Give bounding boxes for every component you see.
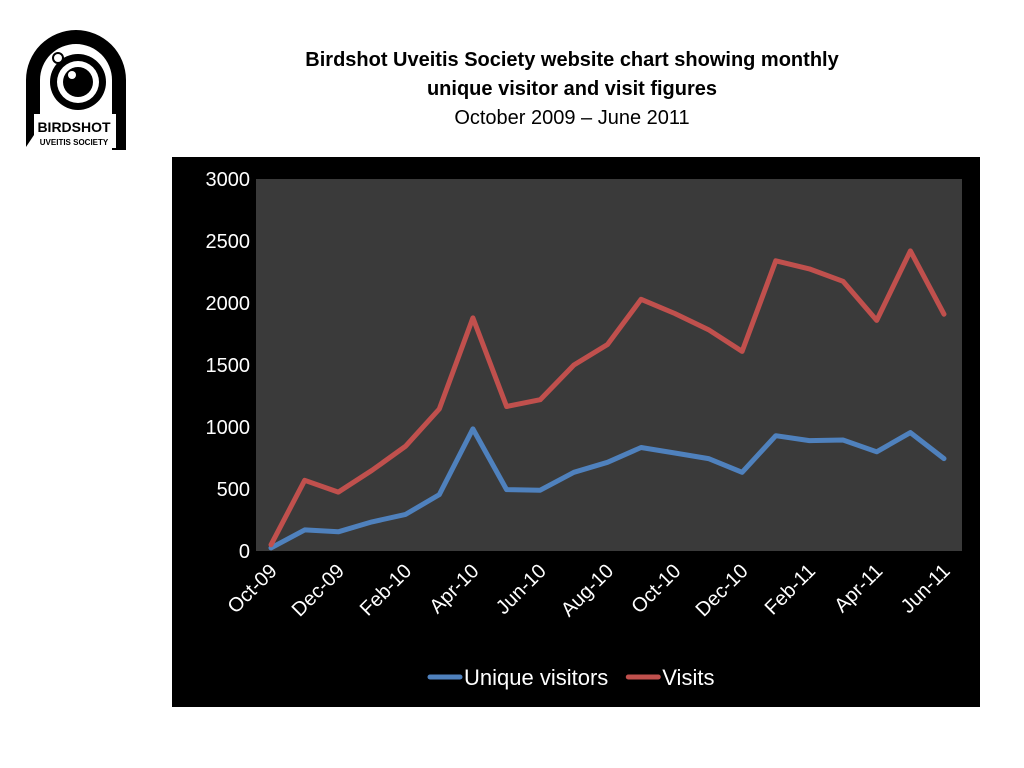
legend-label-visits: Visits [662,665,714,690]
logo-text-society: UVEITIS SOCIETY [40,138,109,147]
x-tick-label: Apr-10 [426,560,484,618]
series-lines [268,248,947,551]
y-tick-label: 1000 [206,417,251,439]
y-axis-ticks: 0 500 1000 1500 2000 2500 3000 [206,169,251,563]
x-tick-label: Oct-09 [224,560,282,618]
x-tick-label: Dec-10 [692,560,753,621]
plot-area [256,179,962,551]
x-tick-label: Jun-10 [492,560,551,619]
logo-text-birdshot: BIRDSHOT [37,119,111,135]
y-tick-label: 500 [217,479,250,501]
x-axis-ticks: Oct-09 Dec-09 Feb-10 Apr-10 Jun-10 Aug-10 Oct-… [224,560,955,621]
x-tick-label: Aug-10 [557,560,618,621]
y-tick-label: 2500 [206,231,251,253]
legend-label-unique-visitors: Unique visitors [464,665,608,690]
chart-frame: 0 500 1000 1500 2000 2500 3000 Oct-09 Dec-09 Feb… [172,157,980,707]
birdshot-logo: BIRDSHOT UVEITIS SOCIETY [18,22,134,152]
y-tick-label: 0 [239,541,250,563]
chart-title-line-1: Birdshot Uveitis Society website chart s… [305,49,839,71]
x-tick-label: Dec-09 [288,560,349,621]
chart-subtitle: October 2009 – June 2011 [454,107,690,129]
x-tick-label: Jun-11 [897,560,955,618]
chart-title-line-2: unique visitor and visit figures [426,78,718,100]
x-tick-label: Feb-10 [356,560,416,620]
legend: Unique visitors Visits [427,665,714,690]
x-tick-label: Feb-11 [761,560,820,619]
x-tick-label: Oct-10 [627,560,685,618]
y-tick-label: 1500 [206,355,251,377]
logo-graphic: BIRDSHOT UVEITIS SOCIETY [26,30,126,151]
y-tick-label: 2000 [206,293,251,315]
x-tick-label: Apr-11 [830,560,887,617]
y-tick-label: 3000 [206,169,251,191]
chart-title-block: Birdshot Uveitis Society website chart s… [200,46,944,133]
